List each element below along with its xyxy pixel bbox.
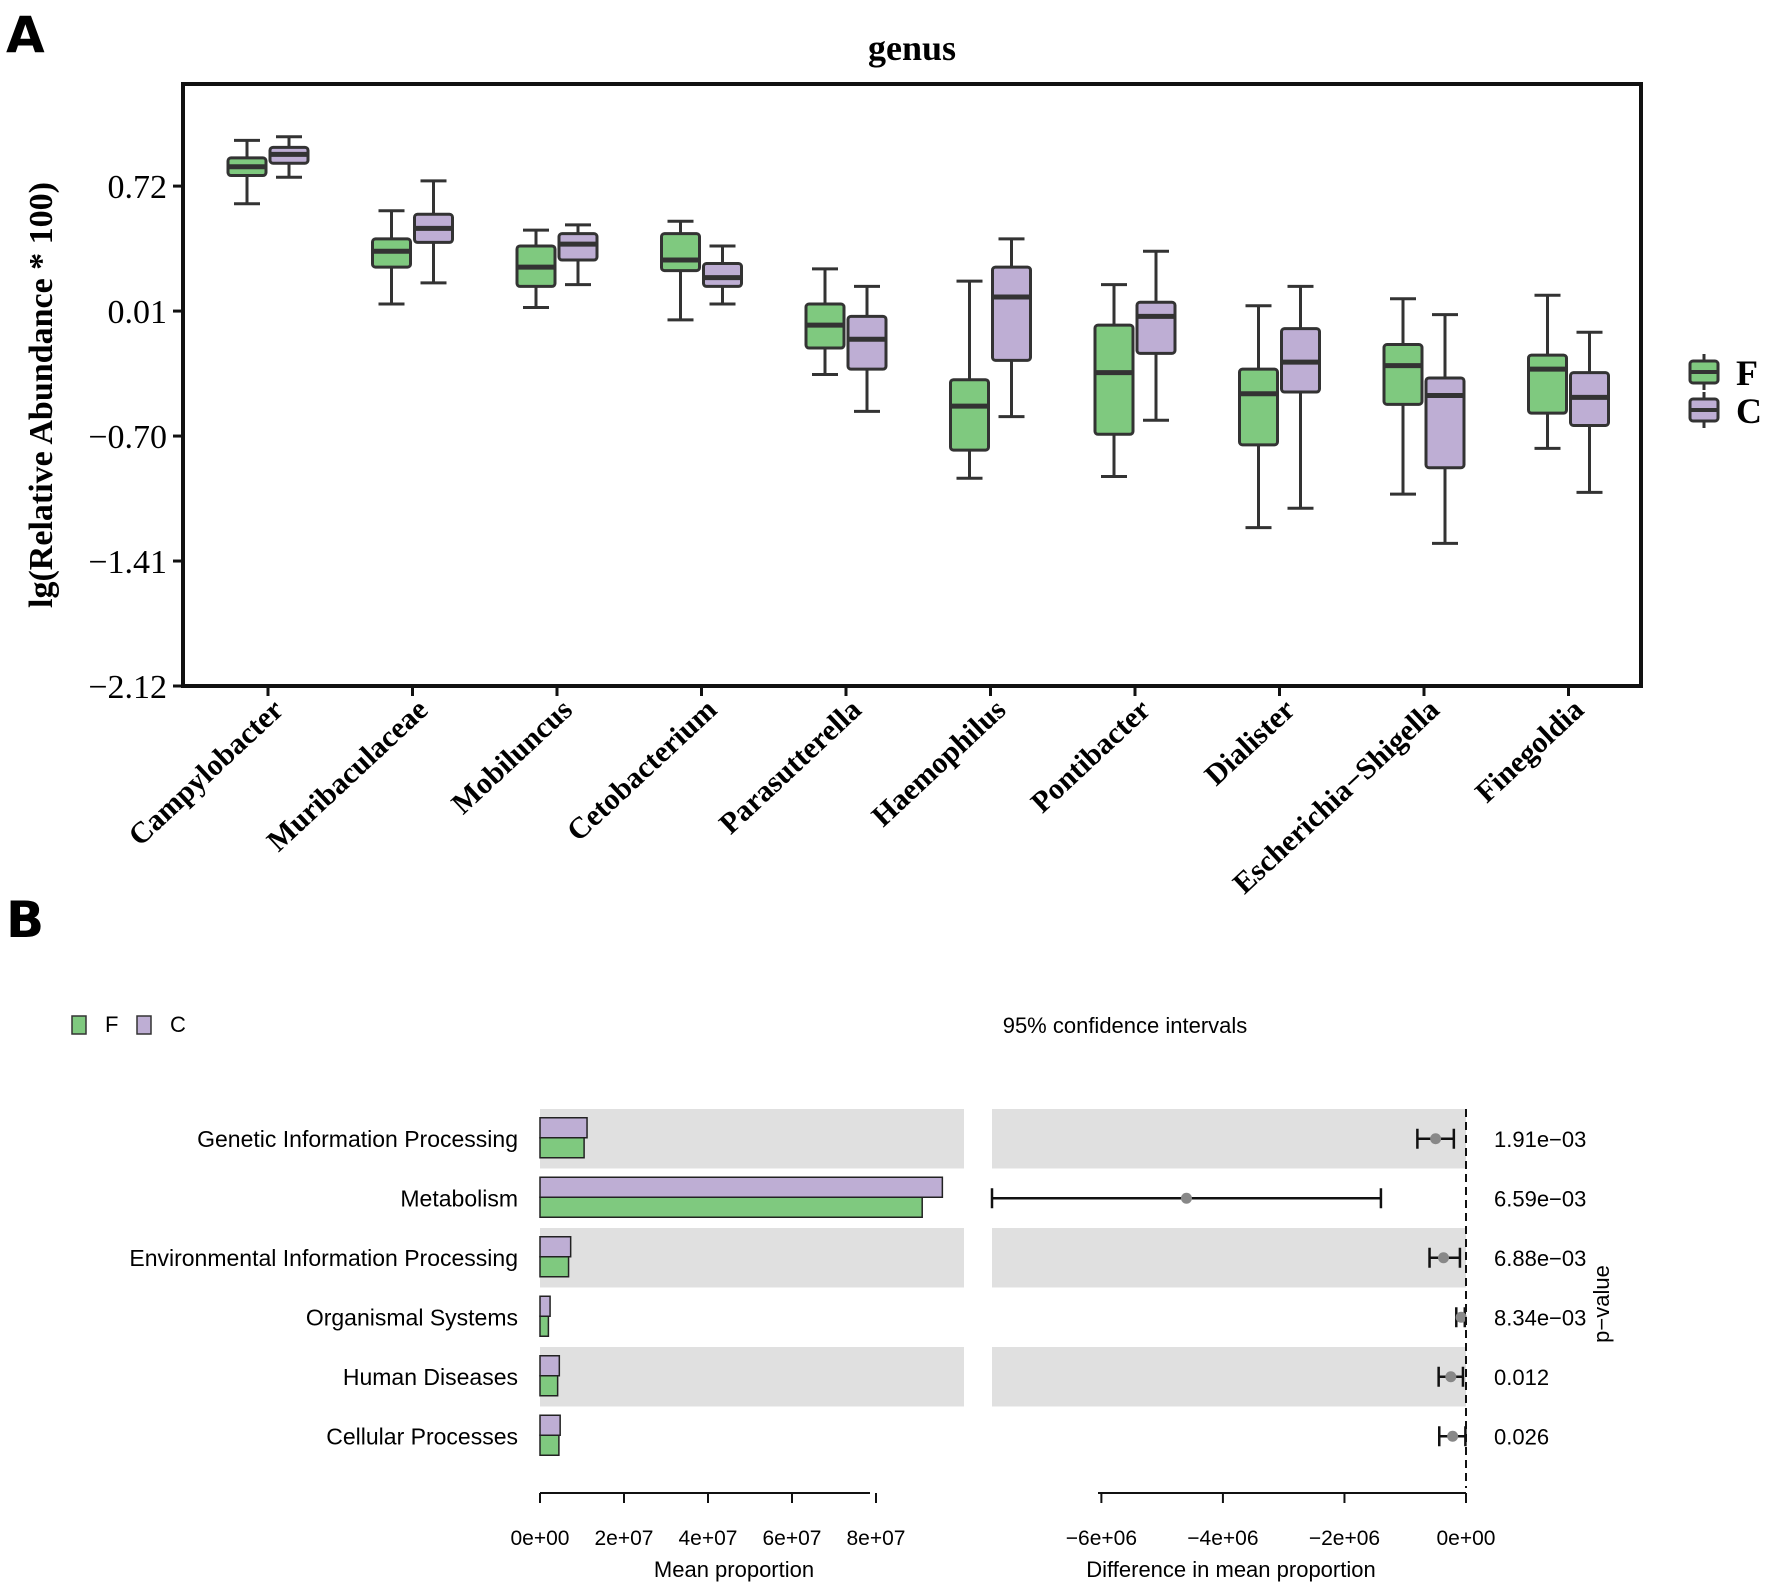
bar-f xyxy=(539,1256,570,1278)
x-category-label: Haemophilus xyxy=(865,693,1012,833)
mean-axis-tick-label: 2e+07 xyxy=(595,1527,654,1550)
row-bands xyxy=(540,1109,1466,1407)
diff-axis-tick-label: −2e+06 xyxy=(1309,1527,1380,1550)
y-tick-label: −1.41 xyxy=(88,544,167,581)
ci-point xyxy=(1447,1430,1459,1442)
bar-f xyxy=(539,1434,560,1456)
mean-proportion-bars xyxy=(539,1117,944,1456)
diff-axis-tick-label: −4e+06 xyxy=(1187,1527,1258,1550)
bar-c xyxy=(539,1414,561,1436)
legend-label: C xyxy=(1736,391,1762,431)
mean-axis-tick-label: 6e+07 xyxy=(763,1527,822,1550)
panel-a-letter: A xyxy=(6,6,45,64)
row-band-left xyxy=(540,1347,964,1407)
ci-point xyxy=(1455,1311,1467,1323)
legend-b-label: F xyxy=(105,1012,118,1037)
bar-f xyxy=(539,1137,585,1159)
x-axis-label-mean: Mean proportion xyxy=(654,1557,814,1582)
diff-axis-tick-label: 0e+00 xyxy=(1437,1527,1496,1550)
category-labels: Genetic Information Processing Metabolism… xyxy=(129,1126,518,1450)
panel-b-axes: 0e+00 2e+07 4e+07 6e+07 8e+07 −6e+06 −4e+06 −2e… xyxy=(511,1492,1496,1550)
p-values: 1.91e−03 6.59e−03 6.88e−03 8.34e−03 0.012 0.0… xyxy=(1494,1127,1586,1450)
row-band-right xyxy=(992,1109,1466,1169)
bar-c xyxy=(539,1117,588,1139)
legend-b-swatch-f xyxy=(71,1015,87,1035)
box-f xyxy=(949,378,990,452)
bar-c xyxy=(539,1295,551,1317)
panel-b-letter: B xyxy=(6,891,44,949)
category-label: Metabolism xyxy=(400,1185,518,1211)
y-tick-label: −0.70 xyxy=(88,419,167,456)
category-label: Human Diseases xyxy=(343,1364,518,1390)
p-value-label: 6.88e−03 xyxy=(1494,1246,1586,1271)
row-band-left xyxy=(540,1109,964,1169)
mean-axis-tick-label: 0e+00 xyxy=(511,1527,570,1550)
row-band-right xyxy=(992,1228,1466,1288)
legend: FC xyxy=(1688,353,1762,431)
box-f xyxy=(1238,367,1279,447)
x-category-label: Finegoldia xyxy=(1469,693,1590,809)
row-band-left xyxy=(540,1228,964,1288)
x-category-label: Campylobacter xyxy=(122,693,290,852)
p-value-axis-label: p−value xyxy=(1589,1265,1614,1343)
bar-c xyxy=(539,1236,572,1258)
x-category-label: Pontibacter xyxy=(1025,693,1157,819)
box-c xyxy=(991,265,1032,362)
x-category-label: Cetobacterium xyxy=(561,693,724,848)
category-label: Environmental Information Processing xyxy=(129,1245,518,1271)
confidence-interval-plot xyxy=(990,1109,1467,1488)
bar-c xyxy=(539,1355,561,1377)
boxplot-series xyxy=(226,135,1610,696)
box-f xyxy=(660,232,701,273)
p-value-label: 6.59e−03 xyxy=(1494,1186,1586,1211)
bar-f xyxy=(539,1315,550,1337)
bar-f xyxy=(539,1196,923,1218)
box-f xyxy=(1382,343,1424,406)
y-tick-label: 0.72 xyxy=(108,169,168,206)
mean-axis-tick-label: 8e+07 xyxy=(847,1527,906,1550)
y-tick-label: −2.12 xyxy=(88,669,167,706)
category-label: Organismal Systems xyxy=(306,1304,518,1330)
legend-b-label: C xyxy=(170,1012,186,1037)
ci-point xyxy=(1180,1192,1192,1204)
box-f xyxy=(1527,353,1568,415)
row-band-right xyxy=(992,1347,1466,1407)
p-value-label: 0.026 xyxy=(1494,1424,1549,1449)
legend-label: F xyxy=(1736,353,1758,393)
panel-a-boxplot: genus lg(Relative Abundance * 100) 0.720… xyxy=(23,28,1762,900)
mean-axis-tick-label: 4e+07 xyxy=(679,1527,738,1550)
x-category-label: Parasutterella xyxy=(713,693,868,841)
chart-title: genus xyxy=(868,28,956,68)
ci-title: 95% confidence intervals xyxy=(1003,1013,1248,1038)
p-value-label: 8.34e−03 xyxy=(1494,1305,1586,1330)
box-c xyxy=(1424,376,1466,470)
diff-axis-tick-label: −6e+06 xyxy=(1066,1527,1137,1550)
x-axis-label-difference: Difference in mean proportion xyxy=(1086,1557,1375,1582)
ci-point xyxy=(1438,1252,1450,1264)
box-c xyxy=(846,314,888,371)
bar-c xyxy=(539,1176,944,1198)
x-category-label: Dialister xyxy=(1198,693,1301,792)
y-axis-ticks: 0.72 0.01 −0.70 −1.41 −2.12 xyxy=(88,169,183,706)
box-c xyxy=(1135,300,1177,355)
legend-b-swatch-c xyxy=(136,1015,152,1035)
x-category-label: Mobiluncus xyxy=(445,693,578,821)
y-tick-label: 0.01 xyxy=(108,294,168,331)
category-label: Cellular Processes xyxy=(326,1423,518,1449)
category-label: Genetic Information Processing xyxy=(197,1126,518,1152)
box-c xyxy=(702,262,743,288)
bar-f xyxy=(539,1375,559,1397)
plot-frame xyxy=(181,82,1643,688)
ci-point xyxy=(1445,1371,1457,1383)
p-value-label: 0.012 xyxy=(1494,1365,1549,1390)
y-axis-label: lg(Relative Abundance * 100) xyxy=(23,182,60,608)
ci-point xyxy=(1430,1133,1442,1145)
box-c xyxy=(557,232,599,262)
p-value-label: 1.91e−03 xyxy=(1494,1127,1586,1152)
box-f xyxy=(1093,323,1135,436)
